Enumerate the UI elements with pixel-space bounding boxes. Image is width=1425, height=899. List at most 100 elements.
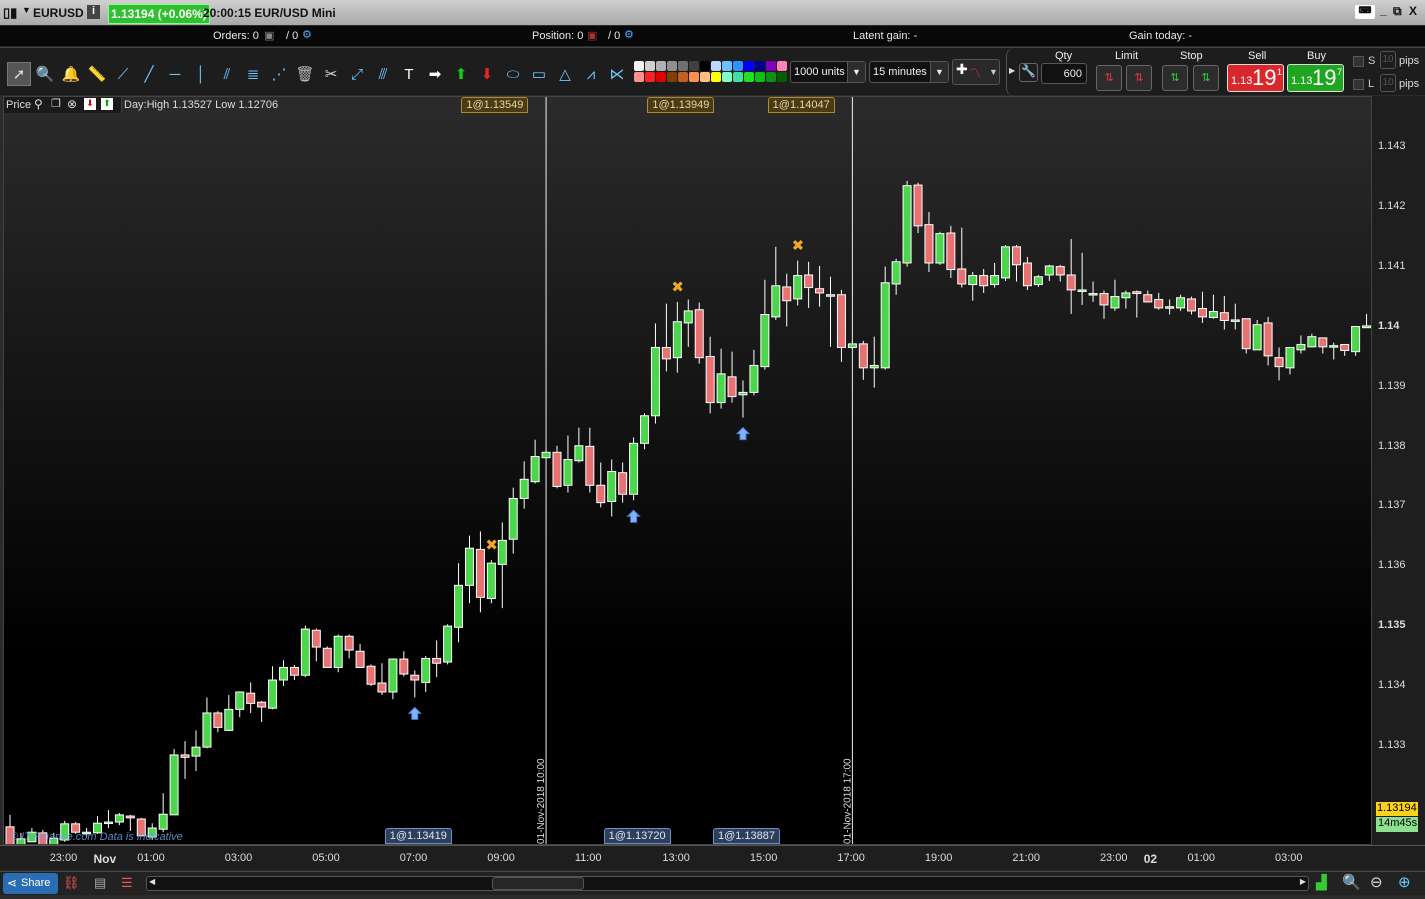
- color-swatch[interactable]: [700, 72, 710, 82]
- trash-icon[interactable]: 🗑: [295, 66, 315, 83]
- tools-icon[interactable]: ✂: [324, 66, 338, 83]
- trend-zone-icon[interactable]: ⩘: [586, 65, 596, 83]
- zoom-fit-icon[interactable]: 🔍: [1342, 874, 1361, 891]
- buy-button[interactable]: 1.13 19 7: [1287, 64, 1344, 92]
- color-swatch[interactable]: [777, 72, 787, 82]
- color-swatch[interactable]: [667, 72, 677, 82]
- buy-order-tag[interactable]: 1@1.13887: [712, 828, 781, 844]
- window-icon[interactable]: ❐: [51, 98, 61, 110]
- minimize-button[interactable]: _: [1380, 3, 1387, 17]
- expand-icon[interactable]: ▶: [1009, 66, 1016, 75]
- color-swatch[interactable]: [755, 72, 765, 82]
- stop-checkbox[interactable]: [1353, 56, 1364, 67]
- zoom-in-icon[interactable]: ⊕: [1398, 874, 1411, 891]
- sell-order-tag[interactable]: 1@1.13549: [461, 97, 529, 113]
- color-swatch[interactable]: [711, 61, 721, 71]
- color-swatch[interactable]: [766, 61, 776, 71]
- segment-icon[interactable]: ⟋: [117, 65, 129, 83]
- buy-limit-button[interactable]: ⇅: [1096, 65, 1122, 91]
- close-button[interactable]: X: [1409, 4, 1418, 18]
- wrench-icon[interactable]: 🔧: [1019, 63, 1038, 82]
- sell-order-tag[interactable]: 1@1.14047: [767, 97, 835, 113]
- symbol-name[interactable]: EURUSD: [33, 6, 84, 20]
- close-position-icon[interactable]: ▣: [587, 30, 598, 42]
- wrench-icon[interactable]: ⚲: [34, 97, 43, 111]
- line-icon[interactable]: ╱: [144, 66, 154, 83]
- color-swatch[interactable]: [722, 72, 732, 82]
- time-axis[interactable]: 23:00 Nov 01:00 03:00 05:00 07:00 09:00 11:00 13…: [0, 845, 1425, 870]
- price-chart[interactable]: 01-Nov-2018 10:00 01-Nov-2018 17:00 ✖ ✖ ✖ Pr…: [3, 96, 1372, 845]
- color-swatch[interactable]: [744, 72, 754, 82]
- sell-button[interactable]: 1.13 19 1: [1227, 64, 1284, 92]
- color-swatch[interactable]: [645, 61, 655, 71]
- color-swatch[interactable]: [634, 61, 644, 71]
- order-book-icon[interactable]: ☰: [121, 875, 133, 890]
- sell-order-tag[interactable]: 1@1.13949: [647, 97, 715, 113]
- autoscale-icon[interactable]: ▟: [1316, 874, 1327, 890]
- limit-pips-input[interactable]: 10: [1380, 74, 1396, 92]
- chevron-down-icon[interactable]: ▼: [22, 5, 31, 15]
- ruler-icon[interactable]: 📏: [87, 66, 107, 83]
- magnifier-icon[interactable]: 🔍: [35, 66, 55, 83]
- channel-icon[interactable]: ⫽: [223, 65, 231, 83]
- color-swatch[interactable]: [656, 72, 666, 82]
- order-list-icon[interactable]: ▤: [94, 875, 107, 890]
- move-down-icon[interactable]: ⬇: [84, 98, 96, 110]
- scroll-left-icon[interactable]: ◀: [149, 877, 156, 886]
- color-swatch[interactable]: [678, 72, 688, 82]
- color-swatch[interactable]: [766, 72, 776, 82]
- gear-icon[interactable]: ⚙: [624, 29, 634, 41]
- limit-checkbox[interactable]: [1353, 79, 1364, 90]
- move-up-icon[interactable]: ⬆: [101, 98, 113, 110]
- arrow-up-green-icon[interactable]: ⬆: [454, 66, 468, 83]
- point-icon[interactable]: ⤢: [350, 65, 363, 83]
- quantity-select[interactable]: 1000 units ▼: [790, 61, 866, 83]
- alarm-bell-icon[interactable]: 🔔: [61, 66, 81, 83]
- pointer-icon[interactable]: ➚: [7, 62, 31, 86]
- scrollbar-thumb[interactable]: [492, 877, 584, 890]
- color-swatch[interactable]: [656, 61, 666, 71]
- share-button[interactable]: ⋖ Share: [3, 873, 58, 894]
- price-axis[interactable]: 1.143 1.142 1.141 1.14 1.139 1.138 1.137 1.136 1…: [1372, 96, 1425, 845]
- rectangle-icon[interactable]: ▭: [531, 66, 547, 83]
- timeframe-select[interactable]: 15 minutes ▼: [869, 61, 949, 83]
- scroll-right-icon[interactable]: ▶: [1299, 877, 1306, 886]
- info-icon[interactable]: i: [87, 5, 100, 19]
- color-swatch[interactable]: [755, 61, 765, 71]
- color-swatch[interactable]: [689, 61, 699, 71]
- parallel-icon[interactable]: ⫻: [378, 65, 388, 83]
- color-swatch[interactable]: [777, 61, 787, 71]
- sell-stop-button[interactable]: ⇅: [1193, 65, 1219, 91]
- restore-button[interactable]: ⧉: [1393, 4, 1402, 18]
- zoom-out-icon[interactable]: ⊖: [1370, 874, 1383, 891]
- buy-stop-button[interactable]: ⇅: [1162, 65, 1188, 91]
- buy-order-tag[interactable]: 1@1.13419: [384, 828, 452, 844]
- link-chart-icon[interactable]: ⛓: [63, 875, 80, 890]
- text-icon[interactable]: T: [404, 65, 414, 83]
- horizontal-scrollbar[interactable]: ◀ ▶: [146, 876, 1309, 891]
- color-swatch[interactable]: [733, 72, 743, 82]
- candlestick-icon[interactable]: ▯▮: [3, 5, 18, 20]
- color-swatch[interactable]: [744, 61, 754, 71]
- color-swatch[interactable]: [645, 72, 655, 82]
- wedge-icon[interactable]: ⋉: [609, 66, 625, 83]
- add-indicator-button[interactable]: ✚ 〽 ▼: [952, 59, 1000, 85]
- sell-limit-button[interactable]: ⇅: [1126, 65, 1152, 91]
- close-indicator-icon[interactable]: ⊗: [67, 97, 78, 111]
- cancel-orders-icon[interactable]: ▣: [264, 30, 275, 42]
- color-swatch[interactable]: [689, 72, 699, 82]
- color-swatch[interactable]: [634, 72, 644, 82]
- horizontal-line-icon[interactable]: ─: [169, 65, 181, 83]
- keyboard-icon[interactable]: ⌨: [1355, 5, 1375, 19]
- color-swatch[interactable]: [711, 72, 721, 82]
- qty-input[interactable]: [1041, 63, 1087, 84]
- fan-icon[interactable]: ⋰: [271, 66, 287, 83]
- arrow-right-icon[interactable]: ➡: [428, 66, 442, 83]
- color-swatch[interactable]: [733, 61, 743, 71]
- gear-icon[interactable]: ⚙: [302, 29, 312, 41]
- arrow-down-red-icon[interactable]: ⬇: [480, 66, 494, 83]
- color-swatch[interactable]: [722, 61, 732, 71]
- color-swatch[interactable]: [667, 61, 677, 71]
- fibonacci-icon[interactable]: ≣: [246, 66, 260, 83]
- stop-pips-input[interactable]: 10: [1380, 51, 1396, 69]
